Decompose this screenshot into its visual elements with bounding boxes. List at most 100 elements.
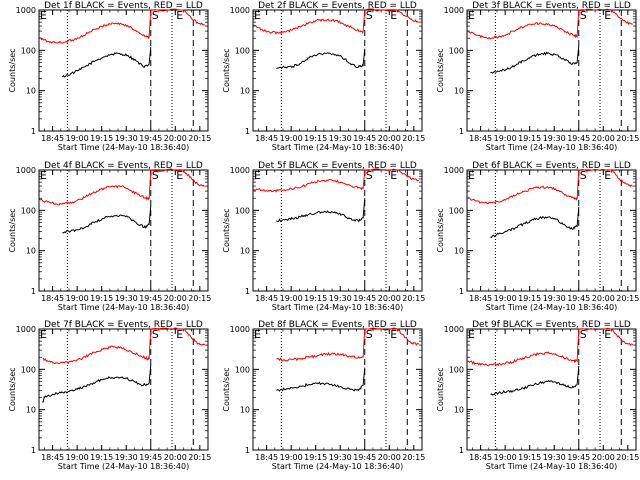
x-axis-label: Start Time (24-May-10 18:36:40) bbox=[58, 143, 189, 152]
y-tick-label: 1 bbox=[31, 127, 36, 136]
event-marker-label: E bbox=[604, 328, 611, 341]
event-marker-label: E bbox=[254, 9, 261, 22]
x-axis-label: Start Time (24-May-10 18:36:40) bbox=[272, 143, 403, 152]
event-marker-label: E bbox=[468, 328, 475, 341]
event-marker-label: S bbox=[366, 169, 373, 182]
plot-frame bbox=[38, 9, 209, 132]
x-tick-label: 19:00 bbox=[280, 134, 303, 143]
x-tick-label: 19:00 bbox=[66, 294, 89, 303]
events-series-line bbox=[490, 207, 580, 239]
x-tick-label: 20:00 bbox=[592, 453, 615, 462]
x-tick-label: 20:15 bbox=[188, 453, 211, 462]
plot-frame bbox=[252, 169, 423, 292]
y-tick-label: 1 bbox=[245, 446, 250, 455]
x-tick-label: 19:15 bbox=[518, 453, 541, 462]
x-tick-label: 19:00 bbox=[66, 453, 89, 462]
event-marker-label: E bbox=[176, 9, 183, 22]
y-tick-label: 10 bbox=[454, 87, 464, 96]
chart-panel: Det 6f BLACK = Events, RED = LLD 1 10 100 10… bbox=[436, 161, 639, 312]
x-axis-label: Start Time (24-May-10 18:36:40) bbox=[486, 143, 617, 152]
event-marker-label: E bbox=[254, 328, 261, 341]
x-tick-label: 18:45 bbox=[41, 453, 64, 462]
events-series-line bbox=[490, 366, 580, 396]
lld-series-line bbox=[253, 168, 420, 193]
x-tick-label: 19:45 bbox=[353, 453, 376, 462]
y-tick-label: 1000 bbox=[444, 325, 464, 334]
chart-panel: Det 1f BLACK = Events, RED = LLD 1 10 100 10… bbox=[8, 1, 211, 152]
y-tick-label: 10 bbox=[240, 87, 250, 96]
plot-frame bbox=[466, 169, 637, 292]
lld-series-line bbox=[276, 327, 420, 362]
chart-title: Det 3f BLACK = Events, RED = LLD bbox=[472, 1, 631, 11]
y-axis-label: Counts/sec bbox=[436, 208, 445, 252]
x-tick-label: 19:15 bbox=[518, 134, 541, 143]
x-tick-label: 19:45 bbox=[139, 453, 162, 462]
events-series-line bbox=[62, 205, 152, 234]
x-tick-label: 20:00 bbox=[592, 134, 615, 143]
x-tick-label: 19:30 bbox=[543, 134, 566, 143]
x-tick-label: 19:45 bbox=[139, 134, 162, 143]
y-tick-label: 1000 bbox=[444, 166, 464, 175]
x-tick-label: 19:30 bbox=[115, 134, 138, 143]
y-axis-label: Counts/sec bbox=[8, 48, 17, 92]
x-tick-label: 18:45 bbox=[469, 134, 492, 143]
x-tick-label: 20:00 bbox=[164, 453, 187, 462]
x-tick-label: 19:15 bbox=[304, 453, 327, 462]
y-tick-label: 1000 bbox=[230, 166, 250, 175]
y-tick-label: 1 bbox=[31, 287, 36, 296]
x-tick-label: 19:00 bbox=[280, 453, 303, 462]
event-marker-label: E bbox=[604, 9, 611, 22]
y-tick-label: 100 bbox=[21, 206, 36, 215]
x-tick-label: 19:15 bbox=[90, 294, 113, 303]
y-tick-label: 1 bbox=[459, 287, 464, 296]
chart-title: Det 5f BLACK = Events, RED = LLD bbox=[258, 161, 417, 171]
x-tick-label: 20:15 bbox=[188, 294, 211, 303]
x-axis-label: Start Time (24-May-10 18:36:40) bbox=[58, 462, 189, 471]
y-tick-label: 1 bbox=[245, 287, 250, 296]
x-tick-label: 18:45 bbox=[469, 294, 492, 303]
x-tick-label: 20:00 bbox=[592, 294, 615, 303]
x-tick-label: 20:15 bbox=[616, 453, 639, 462]
y-axis-label: Counts/sec bbox=[8, 208, 17, 252]
x-tick-label: 20:00 bbox=[378, 294, 401, 303]
y-axis-label: Counts/sec bbox=[436, 48, 445, 92]
x-tick-label: 19:15 bbox=[304, 294, 327, 303]
x-tick-label: 19:45 bbox=[567, 453, 590, 462]
x-tick-label: 20:00 bbox=[378, 453, 401, 462]
x-tick-label: 19:30 bbox=[329, 294, 352, 303]
lld-series-line bbox=[42, 327, 206, 365]
lld-series-line bbox=[467, 8, 633, 40]
plot-frame bbox=[38, 328, 209, 451]
y-tick-label: 10 bbox=[240, 247, 250, 256]
y-tick-label: 100 bbox=[21, 46, 36, 55]
event-marker-label: E bbox=[468, 169, 475, 182]
x-tick-label: 20:00 bbox=[164, 134, 187, 143]
x-tick-label: 19:30 bbox=[329, 453, 352, 462]
x-tick-label: 19:00 bbox=[66, 134, 89, 143]
x-tick-label: 20:00 bbox=[164, 294, 187, 303]
x-tick-label: 18:45 bbox=[255, 294, 278, 303]
x-tick-label: 19:15 bbox=[90, 453, 113, 462]
chart-title: Det 6f BLACK = Events, RED = LLD bbox=[472, 161, 631, 171]
x-tick-label: 19:30 bbox=[115, 294, 138, 303]
event-marker-label: E bbox=[176, 328, 183, 341]
x-tick-label: 19:45 bbox=[567, 134, 590, 143]
event-marker-label: E bbox=[254, 169, 261, 182]
chart-panel: Det 8f BLACK = Events, RED = LLD 1 10 100 10… bbox=[222, 320, 425, 471]
events-series-line bbox=[276, 48, 366, 70]
events-series-line bbox=[62, 47, 152, 78]
x-tick-label: 18:45 bbox=[255, 453, 278, 462]
chart-title: Det 1f BLACK = Events, RED = LLD bbox=[44, 1, 203, 11]
x-tick-label: 19:45 bbox=[353, 134, 376, 143]
chart-panel: Det 5f BLACK = Events, RED = LLD 1 10 100 10… bbox=[222, 161, 425, 312]
y-axis-label: Counts/sec bbox=[222, 48, 231, 92]
plot-frame bbox=[252, 328, 423, 451]
y-tick-label: 100 bbox=[449, 206, 464, 215]
x-axis-label: Start Time (24-May-10 18:36:40) bbox=[272, 303, 403, 312]
x-tick-label: 20:15 bbox=[188, 134, 211, 143]
event-marker-label: E bbox=[390, 169, 397, 182]
plot-frame bbox=[38, 169, 209, 292]
x-tick-label: 19:00 bbox=[280, 294, 303, 303]
event-marker-label: E bbox=[40, 169, 47, 182]
chart-panel: Det 7f BLACK = Events, RED = LLD 1 10 100 10… bbox=[8, 320, 211, 471]
